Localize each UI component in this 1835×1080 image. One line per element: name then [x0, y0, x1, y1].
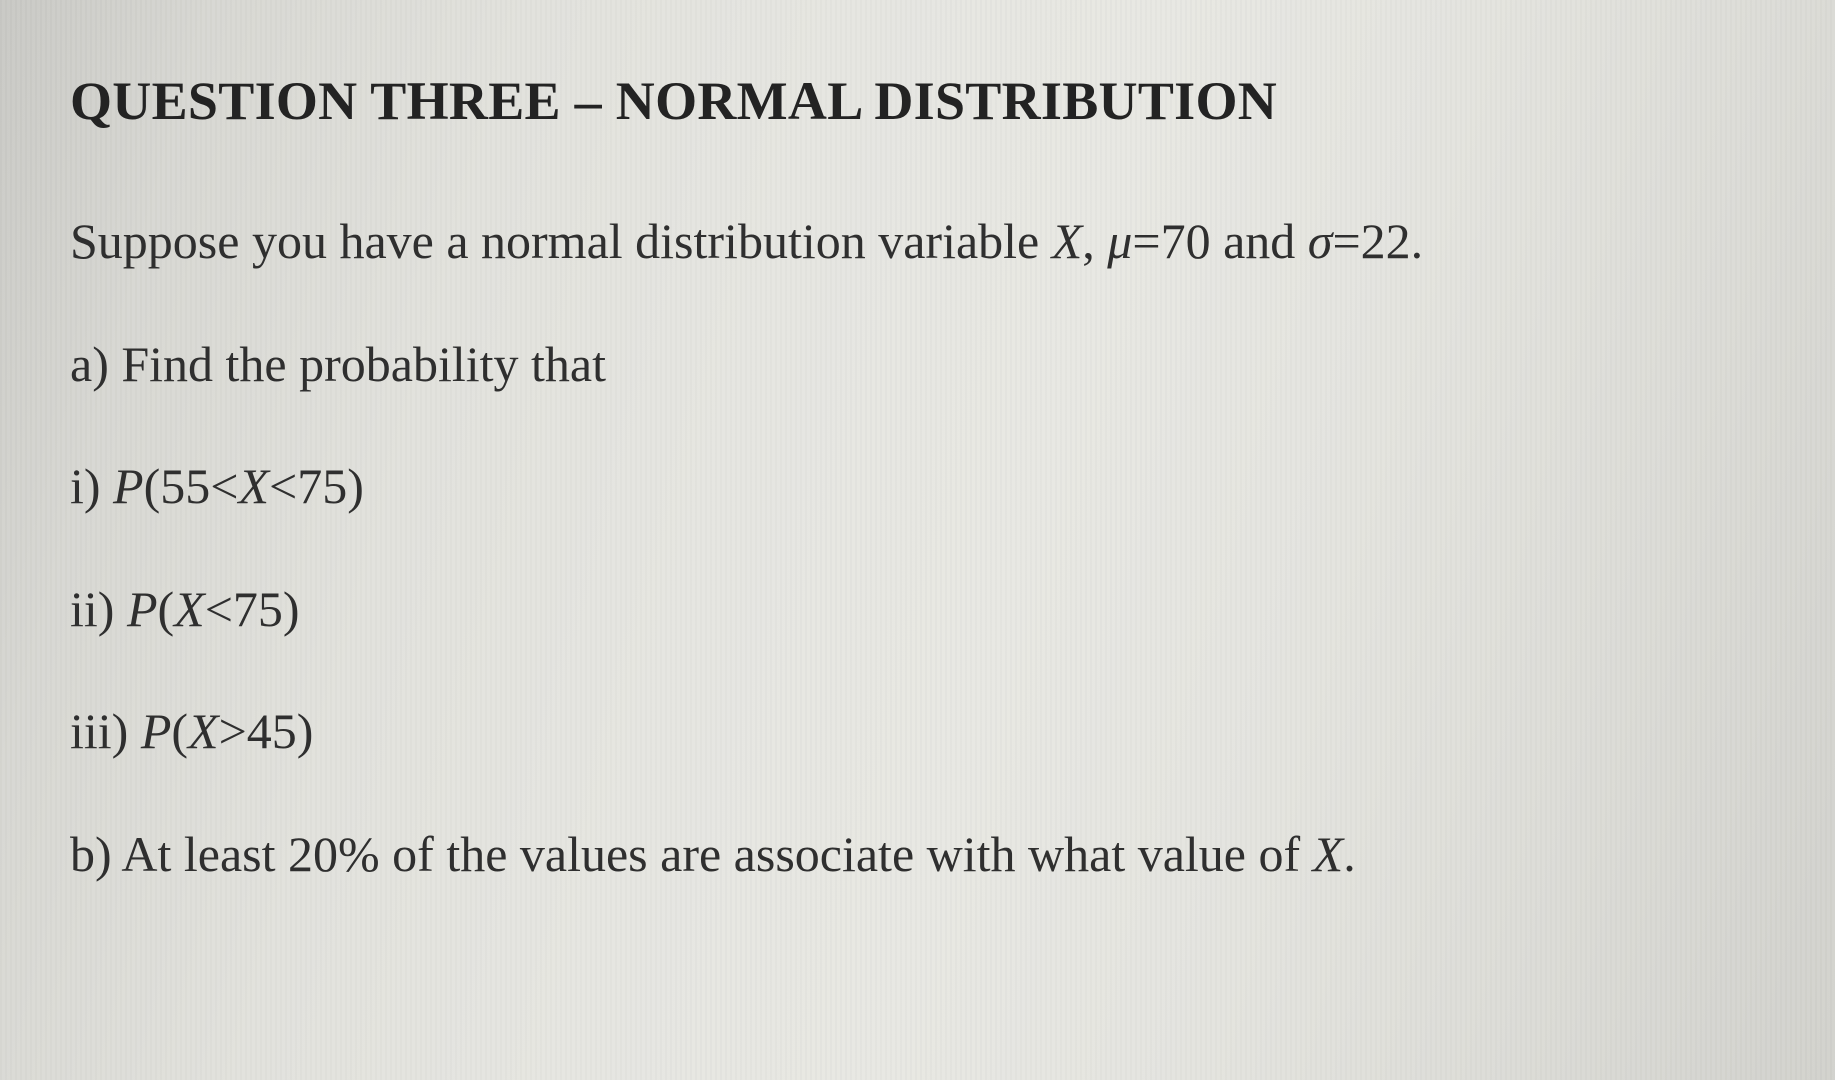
- question-title: QUESTION THREE – NORMAL DISTRIBUTION: [70, 70, 1765, 132]
- part-b-text: b) At least 20% of the values are associ…: [70, 826, 1313, 882]
- item-ii-prefix: ii): [70, 581, 127, 637]
- item-i-open: (55<: [144, 458, 239, 514]
- item-ii: ii) P(X<75): [70, 578, 1765, 641]
- mu-symbol: μ: [1107, 213, 1132, 269]
- part-b-period: .: [1343, 826, 1356, 882]
- intro-comma: ,: [1082, 213, 1107, 269]
- item-ii-open: (: [157, 581, 174, 637]
- item-ii-p: P: [127, 581, 158, 637]
- item-i-close: <75): [269, 458, 364, 514]
- item-iii-prefix: iii): [70, 703, 141, 759]
- item-ii-x: X: [174, 581, 205, 637]
- item-i: i) P(55<X<75): [70, 455, 1765, 518]
- title-prefix: QUESTION THREE: [70, 71, 561, 131]
- part-a-heading: a) Find the probability that: [70, 333, 1765, 396]
- item-iii-close: >45): [219, 703, 314, 759]
- mu-value: =70 and: [1132, 213, 1307, 269]
- question-page: QUESTION THREE – NORMAL DISTRIBUTION Sup…: [0, 0, 1835, 885]
- item-i-p: P: [113, 458, 144, 514]
- item-iii: iii) P(X>45): [70, 700, 1765, 763]
- item-iii-p: P: [141, 703, 172, 759]
- part-b-x: X: [1313, 826, 1344, 882]
- part-b: b) At least 20% of the values are associ…: [70, 823, 1765, 886]
- intro-text: Suppose you have a normal distribution v…: [70, 213, 1052, 269]
- variable-x: X: [1052, 213, 1083, 269]
- title-suffix: NORMAL DISTRIBUTION: [616, 71, 1277, 131]
- item-i-prefix: i): [70, 458, 113, 514]
- item-iii-x: X: [188, 703, 219, 759]
- title-separator: –: [561, 71, 616, 131]
- item-iii-open: (: [171, 703, 188, 759]
- intro-line: Suppose you have a normal distribution v…: [70, 210, 1765, 273]
- item-ii-close: <75): [205, 581, 300, 637]
- item-i-x: X: [238, 458, 269, 514]
- sigma-symbol: σ: [1308, 213, 1333, 269]
- sigma-value: =22.: [1332, 213, 1423, 269]
